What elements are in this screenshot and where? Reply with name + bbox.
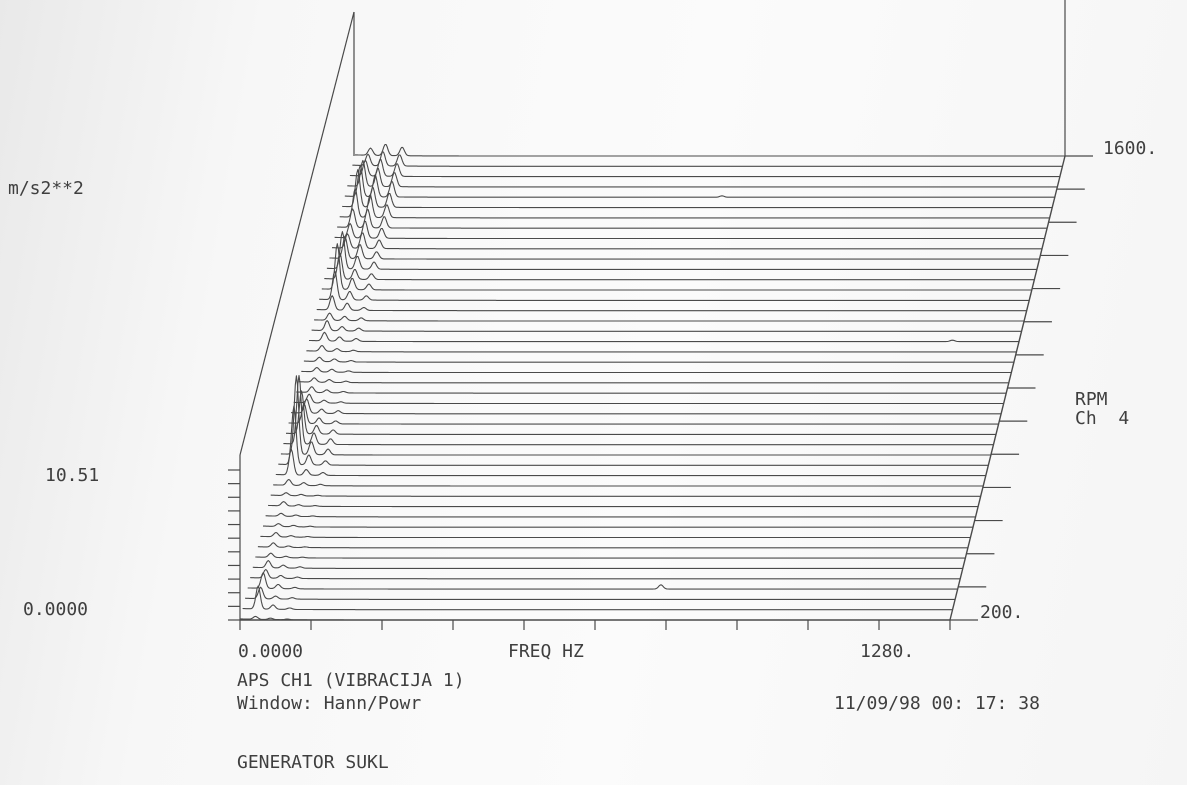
spectrum-trace xyxy=(337,208,1048,229)
z-tick-max: 10.51 xyxy=(45,465,100,486)
spectrum-trace xyxy=(242,585,953,611)
spectrum-trace xyxy=(286,390,996,435)
spectrum-trace xyxy=(334,220,1045,240)
spectrum-trace xyxy=(260,531,971,539)
spectrum-trace xyxy=(278,405,989,466)
spectrum-trace xyxy=(273,478,984,487)
spectrum-trace xyxy=(303,356,1014,363)
spectrum-trace xyxy=(263,523,973,528)
spectrum-trace xyxy=(245,586,956,600)
spectrum-trace xyxy=(268,501,979,508)
spectrum-trace xyxy=(344,164,1055,198)
spectrum-trace xyxy=(255,552,966,559)
x-tick-min: 0.0000 xyxy=(238,641,304,662)
spectrum-trace xyxy=(332,232,1042,250)
rpm-tick-max: 1600. xyxy=(1103,138,1158,159)
spectrum-trace xyxy=(342,169,1053,209)
x-axis-label: FREQ HZ xyxy=(508,641,584,662)
channel-label: Ch 4 xyxy=(1075,408,1130,429)
spectrum-trace xyxy=(291,398,1002,415)
spectrum-trace xyxy=(319,270,1030,301)
spectrum-trace xyxy=(301,366,1012,374)
spectrum-trace xyxy=(329,236,1040,260)
spectrum-trace xyxy=(280,375,991,456)
spectrum-trace xyxy=(270,492,981,497)
rpm-tick-min: 200. xyxy=(980,602,1024,623)
spectrum-trace xyxy=(257,542,968,549)
spectrum-trace xyxy=(275,448,986,477)
spectrum-trace xyxy=(324,252,1035,281)
spectrum-trace xyxy=(352,151,1063,167)
spectrum-trace xyxy=(296,386,1007,394)
window-label: Window: Hann/Powr xyxy=(237,693,422,714)
spectrum-trace xyxy=(265,512,976,518)
spectrum-trace xyxy=(240,615,950,621)
plot-title: GENERATOR SUKL xyxy=(237,752,389,773)
measurement-label: APS CH1 (VIBRACIJA 1) xyxy=(237,670,465,691)
rpm-axis-label: RPM xyxy=(1075,389,1108,410)
back-wall-edge xyxy=(239,11,355,456)
spectrum-trace xyxy=(311,320,1022,332)
spectrum-trace xyxy=(321,243,1032,291)
spectrum-trace xyxy=(347,159,1058,188)
x-tick-max: 1280. xyxy=(860,641,915,662)
spectrum-trace xyxy=(326,231,1037,270)
spectrum-trace xyxy=(252,560,963,569)
spectrum-trace xyxy=(314,312,1025,322)
spectrum-trace xyxy=(283,374,994,446)
z-axis-label: m/s2**2 xyxy=(8,178,84,199)
spectrum-trace xyxy=(309,331,1019,343)
spectrum-trace xyxy=(288,402,999,425)
z-tick-min: 0.0000 xyxy=(23,599,89,620)
spectrum-trace xyxy=(298,377,1009,384)
spectrum-trace xyxy=(250,568,961,580)
spectrum-trace xyxy=(339,188,1050,219)
spectrum-trace xyxy=(247,572,958,590)
spectrum-trace xyxy=(293,393,1004,405)
spectrum-trace xyxy=(316,295,1027,312)
spectrum-trace xyxy=(349,159,1060,178)
spectrum-trace xyxy=(306,344,1017,353)
spectrum-trace xyxy=(355,143,1065,157)
timestamp: 11/09/98 00: 17: 38 xyxy=(834,693,1040,714)
